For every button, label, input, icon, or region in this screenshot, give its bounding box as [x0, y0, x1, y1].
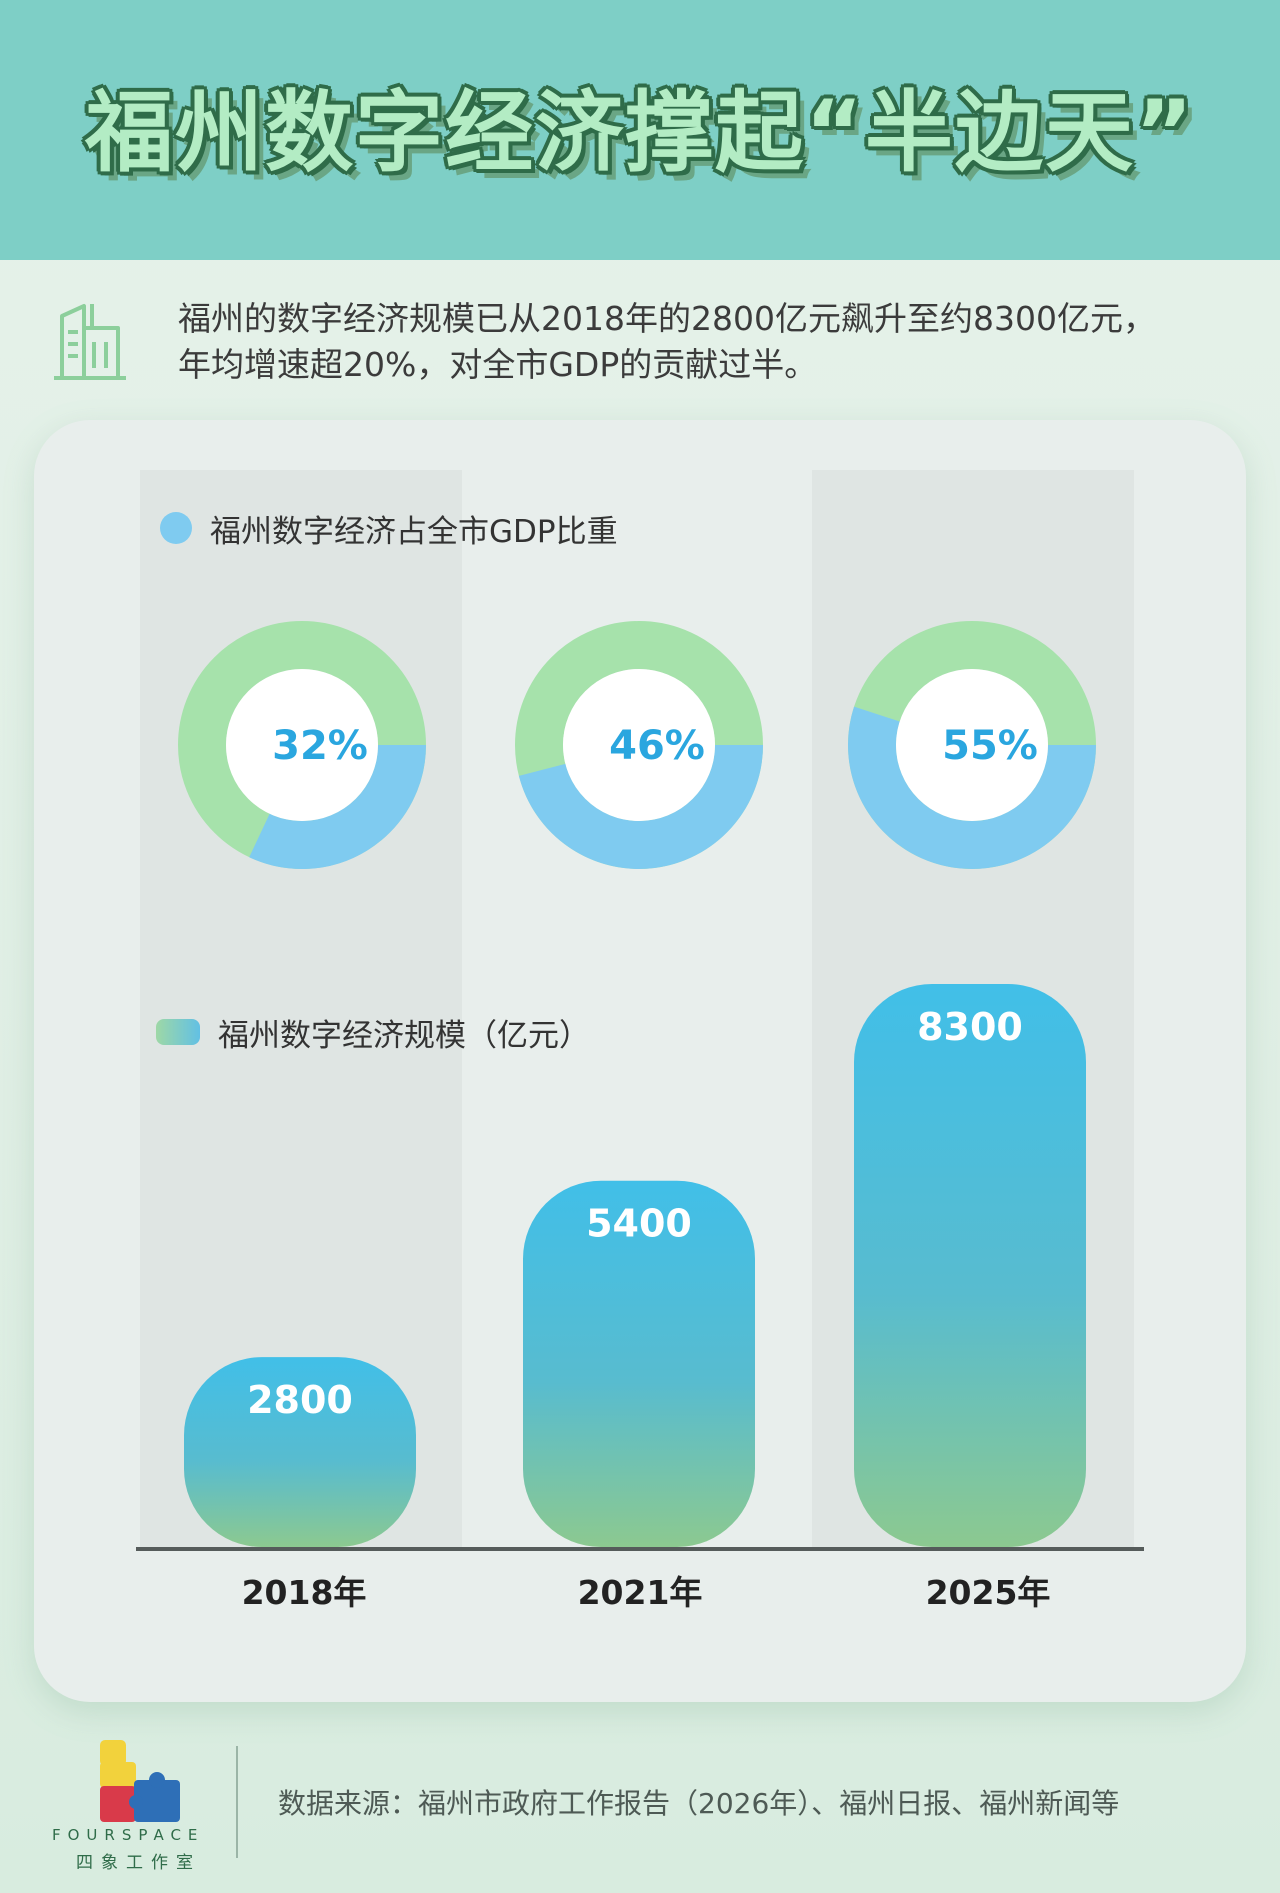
- fourspace-logo-icon: [100, 1740, 180, 1822]
- legend-scale: 福州数字经济规模（亿元）: [156, 1012, 590, 1054]
- bar-2021年: [523, 1180, 755, 1547]
- bar-value-label: 5400: [586, 1202, 692, 1246]
- donut-2025年: 55%: [848, 621, 1096, 869]
- logo-chinese: 四象工作室: [76, 1853, 201, 1873]
- intro-line-1: 福州的数字经济规模已从2018年的2800亿元飙升至约8300亿元，: [178, 299, 1156, 338]
- bar-value-label: 2800: [247, 1378, 353, 1422]
- donut-share-slice: [249, 744, 426, 869]
- data-source: 数据来源：福州市政府工作报告（2026年）、福州日报、福州新闻等: [278, 1787, 1120, 1820]
- donut-value-label: 46%: [609, 723, 705, 769]
- donut-2021年: 46%: [515, 621, 763, 869]
- donut-center: [226, 669, 378, 821]
- donut-share-slice: [518, 744, 763, 869]
- year-label-2021: 2021年: [577, 1573, 703, 1612]
- header-banner: [0, 0, 1280, 260]
- bar-2018年: [184, 1357, 416, 1547]
- donut-2018年: 32%: [178, 621, 426, 869]
- building-icon: [54, 304, 126, 380]
- donut-share-slice: [848, 706, 1096, 869]
- page-title: 福州数字经济撑起“半边天”: [85, 81, 1195, 184]
- legend-swatch-icon: [156, 1019, 200, 1045]
- legend-gdp-share: 福州数字经济占全市GDP比重: [160, 508, 618, 550]
- logo-english: FOURSPACE: [52, 1826, 205, 1844]
- x-axis-line: [136, 1547, 1144, 1551]
- donut-value-label: 55%: [942, 723, 1038, 769]
- legend-scale-label: 福州数字经济规模（亿元）: [218, 1017, 590, 1054]
- donut-center: [896, 669, 1048, 821]
- legend-gdp-share-label: 福州数字经济占全市GDP比重: [210, 513, 618, 550]
- year-label-2018: 2018年: [241, 1573, 367, 1612]
- donut-value-label: 32%: [272, 723, 368, 769]
- year-label-2025: 2025年: [925, 1573, 1051, 1612]
- bar-2025年: [854, 984, 1086, 1547]
- legend-dot-icon: [160, 512, 192, 544]
- intro-text: 福州的数字经济规模已从2018年的2800亿元飙升至约8300亿元， 年均增速超…: [178, 296, 1238, 388]
- intro-line-2: 年均增速超20%，对全市GDP的贡献过半。: [178, 345, 818, 384]
- footer-divider: [236, 1746, 238, 1858]
- bar-value-label: 8300: [917, 1005, 1023, 1049]
- donut-center: [563, 669, 715, 821]
